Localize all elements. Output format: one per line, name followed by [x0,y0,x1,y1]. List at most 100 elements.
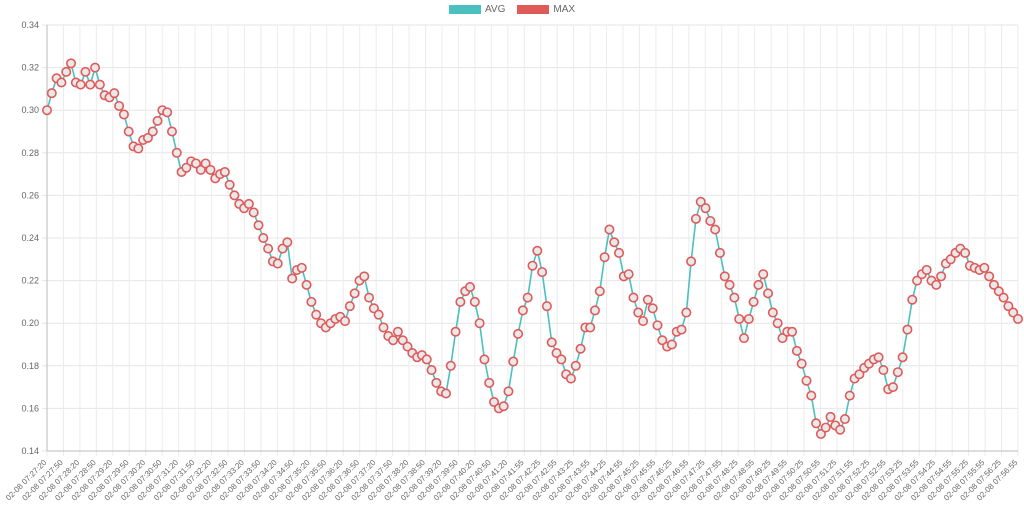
max-series-point [484,377,495,388]
legend-item-avg[interactable]: AVG [448,4,505,15]
max-series-point [772,318,783,329]
max-series-point [570,360,581,371]
max-series-point [61,66,72,77]
max-series-point [835,424,846,435]
max-series-point [556,354,567,365]
max-series-point [815,428,826,439]
max-series-point [729,292,740,303]
max-series-point [686,256,697,267]
y-tick-label: 0.30 [21,105,39,115]
max-series-point [642,294,653,305]
legend-label-max: MAX [553,4,576,15]
max-series-point [936,271,947,282]
max-series-point [796,358,807,369]
max-series-point [282,237,293,248]
max-series-point [205,164,216,175]
max-series-point [378,322,389,333]
max-series-point [902,324,913,335]
max-series-point [253,220,264,231]
max-series-point [440,388,451,399]
max-series-point [710,224,721,235]
max-series-point [147,126,158,137]
max-series-point [359,271,370,282]
max-series-point [469,296,480,307]
max-series-point [820,422,831,433]
max-series-point [80,66,91,77]
y-tick-label: 0.26 [21,190,39,200]
max-series-point [537,267,548,278]
max-series-point [647,303,658,314]
y-tick-label: 0.32 [21,63,39,73]
max-series-point [565,373,576,384]
max-series-point [638,316,649,327]
legend-item-max[interactable]: MAX [517,4,575,15]
legend-swatch-avg [448,5,481,14]
max-series-point [652,320,663,331]
max-series-point [681,307,692,318]
max-series-point [705,215,716,226]
max-series-point [604,224,615,235]
y-tick-label: 0.14 [21,446,39,456]
max-series-point [892,367,903,378]
max-series-point [897,352,908,363]
max-series-point [479,354,490,365]
max-series-point [263,243,274,254]
max-series-point [695,196,706,207]
max-series-point [123,126,134,137]
max-series-point [714,247,725,258]
max-series-point [450,326,461,337]
chart-legend: AVG MAX [0,4,1024,15]
max-series-point [758,269,769,280]
max-series-point [623,269,634,280]
max-series-point [94,79,105,90]
max-series-point [522,292,533,303]
max-series-point [402,341,413,352]
max-series-point [844,390,855,401]
max-series-point [873,352,884,363]
y-tick-label: 0.28 [21,148,39,158]
y-tick-label: 0.18 [21,361,39,371]
max-series-point [719,271,730,282]
max-series-point [609,237,620,248]
max-series-point [739,333,750,344]
max-series-point [85,79,96,90]
max-series-point [243,198,254,209]
max-series-point [191,158,202,169]
max-series-point [258,233,269,244]
max-series-point [546,337,557,348]
max-series-point [46,88,57,99]
max-series-point [311,309,322,320]
max-series-point [498,401,509,412]
max-series-point [777,333,788,344]
max-series-point [349,288,360,299]
max-series-point [690,213,701,224]
max-series-point [599,252,610,263]
max-series-point [734,313,745,324]
max-series-point [931,279,942,290]
max-series-point [364,292,375,303]
max-series-point [66,58,77,69]
max-series-point [90,62,101,73]
max-series-point [666,339,677,350]
max-series-point [142,132,153,143]
max-series-point [811,418,822,429]
max-series-point [166,126,177,137]
max-series-point [748,296,759,307]
max-series-point [426,365,437,376]
max-series-point [229,190,240,201]
max-series-point [373,309,384,320]
max-series-point [445,360,456,371]
max-series-point [888,382,899,393]
max-series-point [700,203,711,214]
max-series-point [825,411,836,422]
avg-series-line [46,61,1019,436]
max-series-point [907,294,918,305]
max-series-point [162,107,173,118]
max-series-point [628,292,639,303]
max-series-point [455,296,466,307]
max-series-point [839,414,850,425]
max-series-point [767,307,778,318]
max-series-point [801,375,812,386]
max-series-point [474,318,485,329]
